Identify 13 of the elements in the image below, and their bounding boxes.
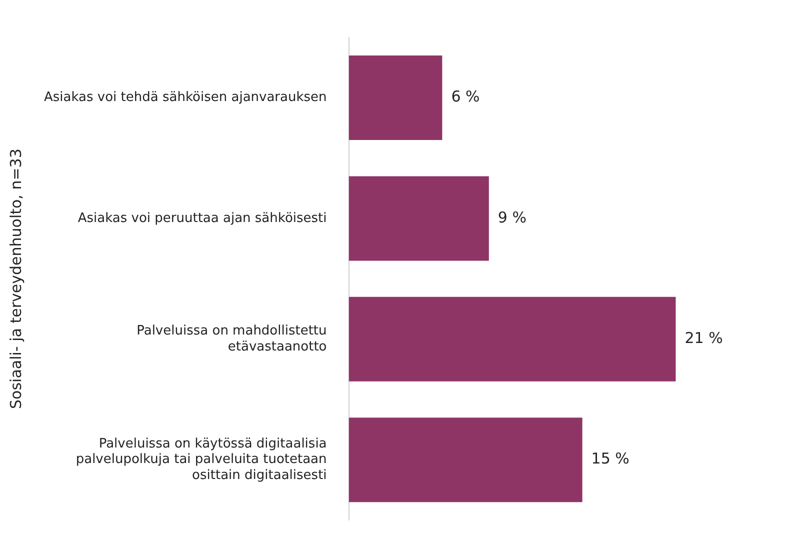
bar (348, 56, 442, 140)
data-label: 15 % (591, 450, 630, 468)
data-label: 21 % (684, 329, 723, 348)
y-tick-label: Palveluissa on mahdollistettu etävastaanotto (136, 324, 327, 354)
y-axis-title: Sosiaali- ja terveydenhuolto, n=33 (6, 148, 25, 409)
y-tick-label: Asiakas voi peruuttaa ajan sähköisesti (78, 210, 327, 226)
bar (348, 418, 582, 502)
data-label: 6 % (451, 88, 480, 106)
bar (348, 296, 676, 382)
data-label: 9 % (498, 208, 526, 226)
y-tick-label: Palveluissa on käytössä digitaalisia palvelupolkuja tai palveluita tuotetaan osittain digitaalisesti (76, 436, 327, 483)
bar (348, 176, 489, 261)
y-tick-label: Asiakas voi tehdä sähköisen ajanvarauksen (44, 90, 327, 106)
